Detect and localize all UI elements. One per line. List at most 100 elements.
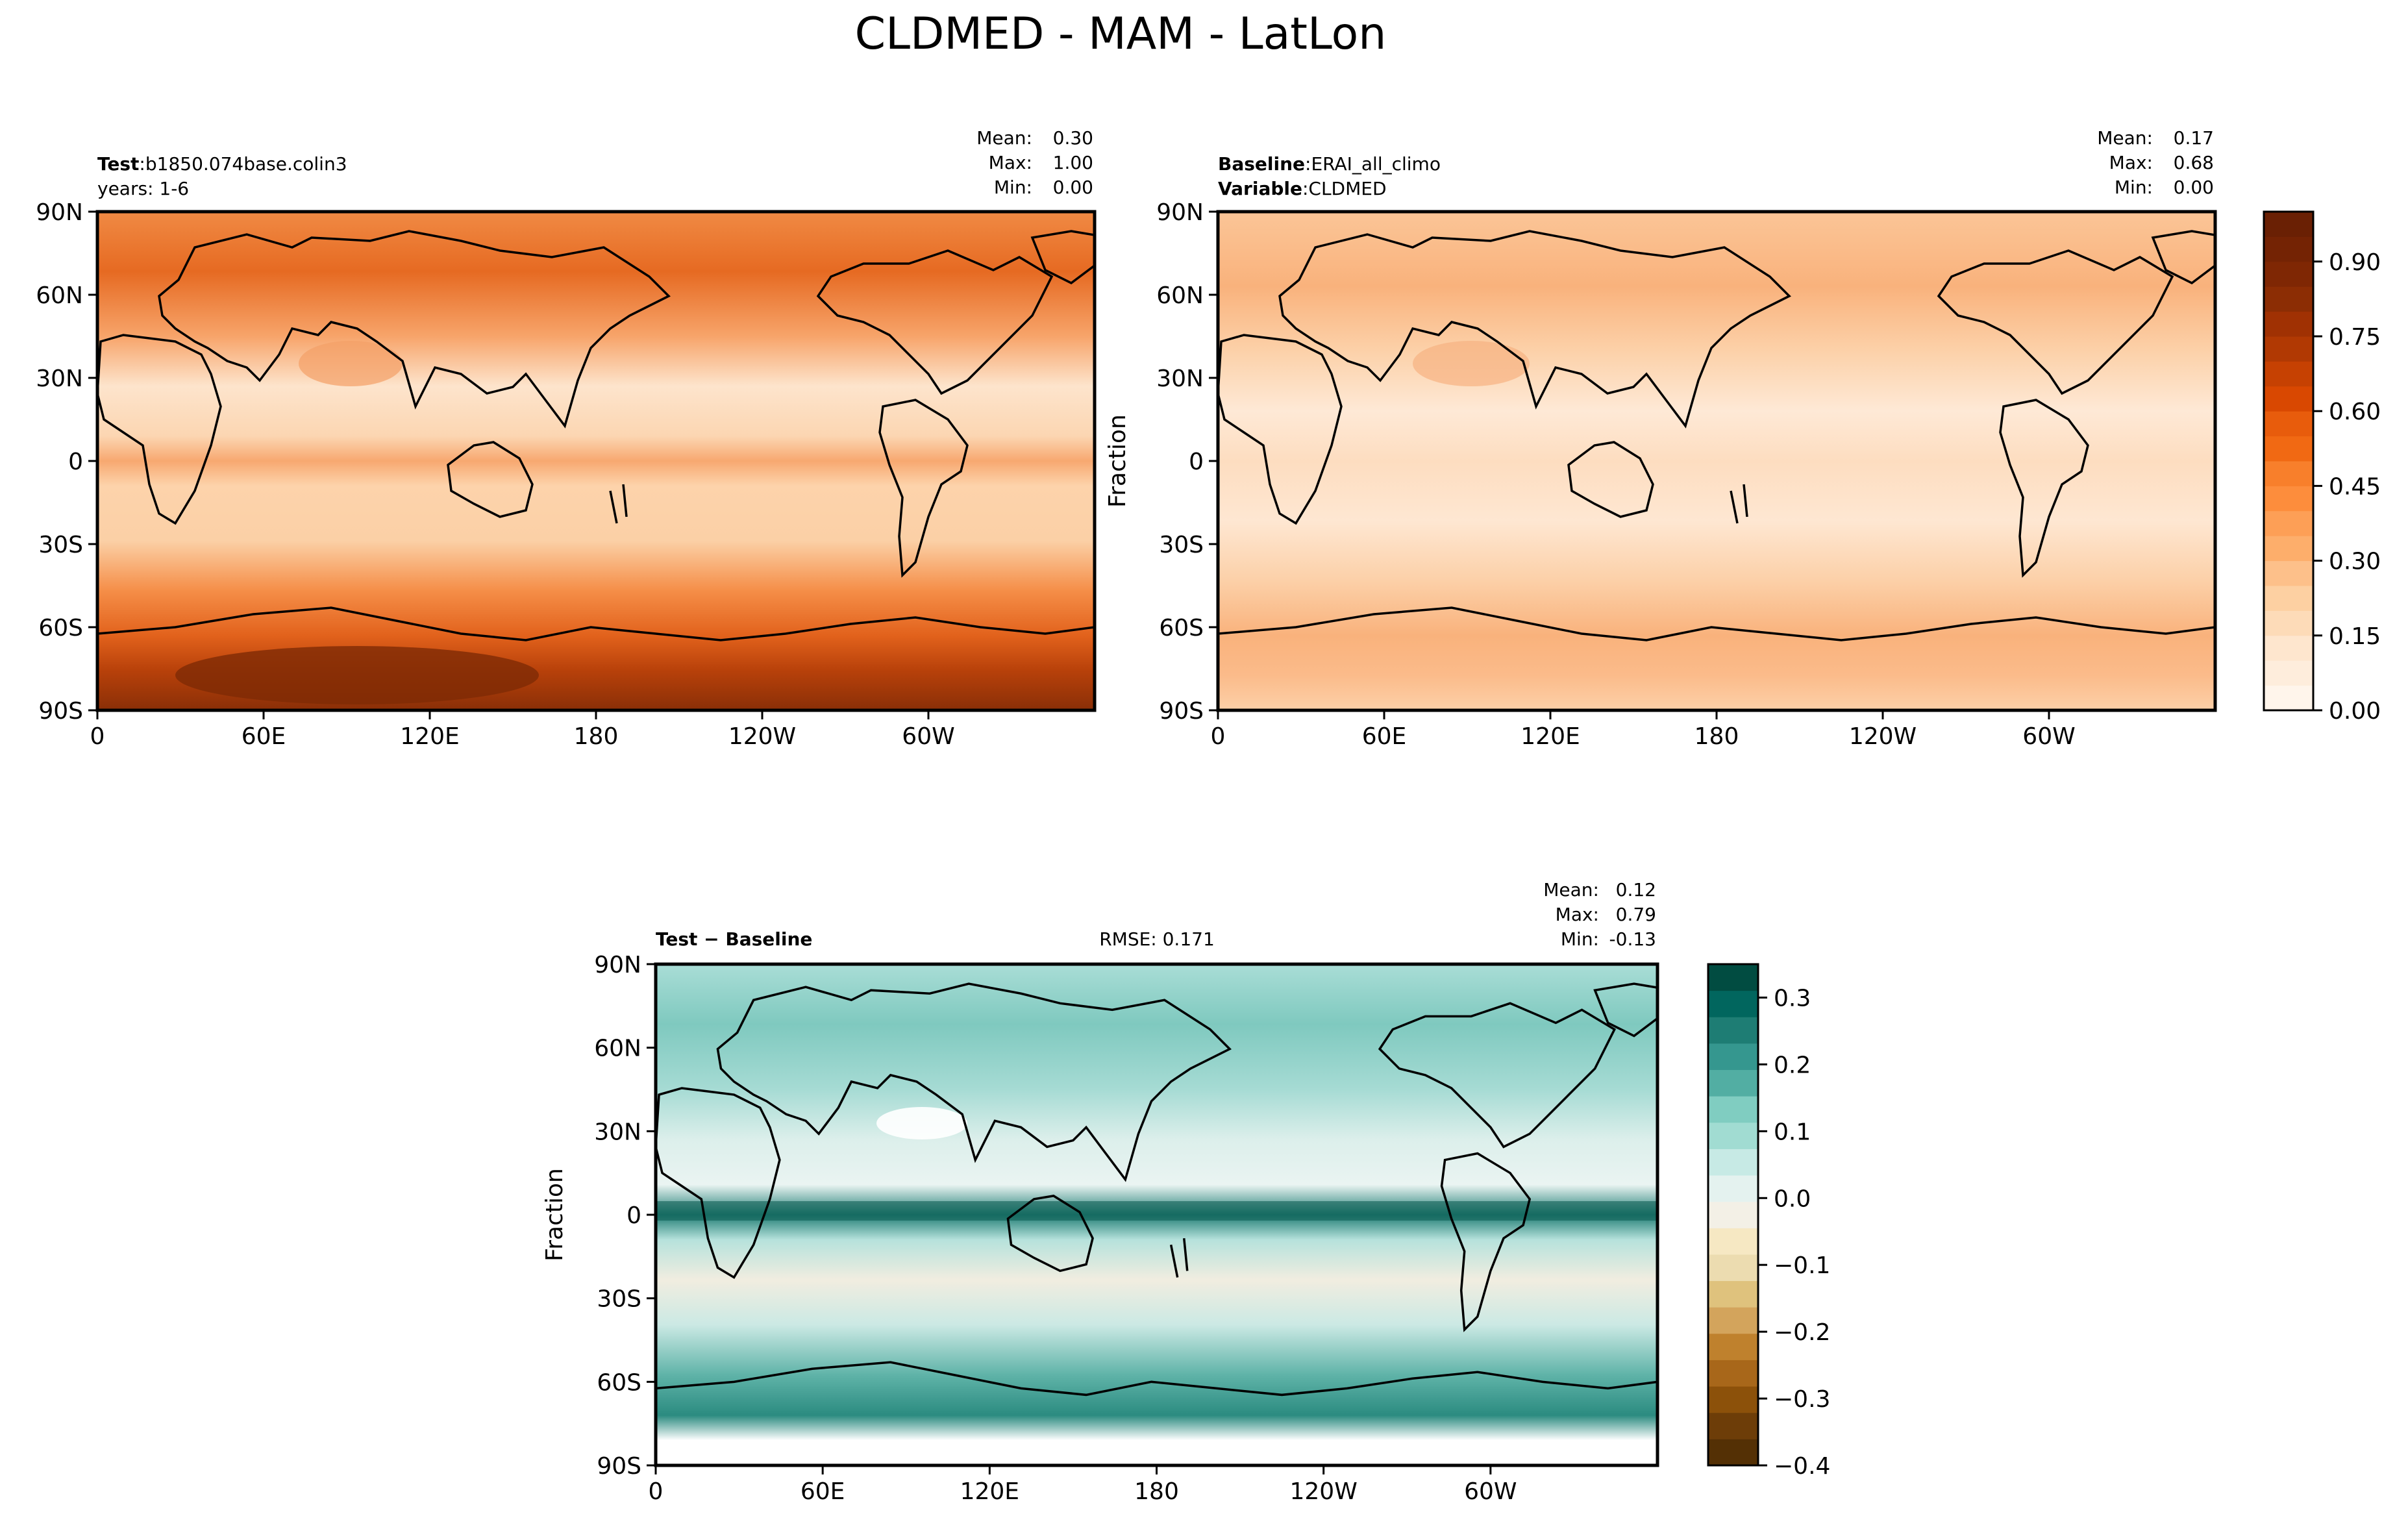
- baseline-label-value: ERAI_all_climo: [1311, 153, 1441, 175]
- colorbar-bottom-tick-label: −0.3: [1774, 1386, 1830, 1413]
- test-lat-axis-tick-label: 90S: [38, 698, 83, 725]
- baseline-lon-axis-tick-label: 60E: [1362, 723, 1407, 750]
- baseline-max-label: Max:: [2109, 152, 2153, 173]
- baseline-lon-axis-tick-label: 180: [1694, 723, 1739, 750]
- diff-lat-axis-tick-label: 60S: [597, 1369, 641, 1396]
- diff-lat-axis-tick-label: 0: [627, 1202, 641, 1229]
- colorbar-top-step: [2264, 586, 2313, 611]
- test-lon-axis: 0 60E 120E 180 120W 60W: [90, 710, 955, 750]
- baseline-lon-axis-tick-label: 60W: [2022, 723, 2075, 750]
- baseline-max-value: 0.68: [2174, 152, 2214, 173]
- baseline-lat-axis-tick-label: 30S: [1159, 532, 1204, 558]
- colorbar-top-step: [2264, 560, 2313, 586]
- colorbar-bottom-tick-label: −0.1: [1774, 1252, 1830, 1279]
- colorbar-top-step: [2264, 311, 2313, 337]
- colorbar-bottom-tick-label: 0.0: [1774, 1186, 1811, 1212]
- colorbar-bottom-step: [1708, 1201, 1758, 1228]
- diff-max-value: 0.79: [1616, 904, 1656, 925]
- test-tibet-patch: [299, 341, 403, 386]
- baseline-lon-axis-tick-label: 0: [1211, 723, 1226, 750]
- baseline-variable-sep: :: [1302, 178, 1308, 199]
- test-lat-axis-tick-label: 90N: [36, 199, 83, 226]
- colorbar-bottom-step: [1708, 1439, 1758, 1466]
- colorbar-top: 0.00 0.15 0.30 0.45 0.60 0.75 0.90: [2263, 210, 2381, 725]
- colorbar-bottom-step: [1708, 1017, 1758, 1044]
- test-lon-axis-tick-label: 60E: [242, 723, 286, 750]
- colorbar-top-step: [2264, 336, 2313, 362]
- colorbar-bottom-tick-label: −0.2: [1774, 1319, 1830, 1346]
- colorbar-top-tick-label: 0.60: [2329, 399, 2381, 425]
- baseline-lat-axis-tick-label: 30N: [1156, 366, 1204, 392]
- diff-min-label: Min:: [1561, 928, 1599, 950]
- colorbar-top-ticks: 0.00 0.15 0.30 0.45 0.60 0.75 0.90: [2313, 249, 2381, 725]
- test-label-value: b1850.074base.colin3: [145, 153, 347, 175]
- baseline-variable: Variable:CLDMED: [1218, 178, 1387, 199]
- baseline-lat-axis: 90N 60N 30N 0 30S 60S 90S: [1156, 199, 1218, 725]
- colorbar-bottom-step: [1708, 1069, 1758, 1097]
- diff-lon-axis-tick-label: 0: [649, 1478, 664, 1505]
- colorbar-bottom-step: [1708, 1122, 1758, 1149]
- baseline-variable-bold: Variable: [1218, 178, 1302, 199]
- panel-test: Test:b1850.074base.colin3 years: 1-6 Mea…: [36, 127, 1097, 750]
- baseline-lat-axis-tick-label: 60N: [1156, 282, 1204, 309]
- diff-lon-axis-tick-label: 120E: [960, 1478, 1019, 1505]
- colorbar-bottom-step: [1708, 1149, 1758, 1176]
- test-field: [97, 212, 1095, 710]
- baseline-lat-axis-tick-label: 90N: [1156, 199, 1204, 226]
- diff-mean-label: Mean:: [1543, 879, 1599, 901]
- baseline-field: [1218, 212, 2215, 710]
- test-min-label: Min:: [994, 177, 1032, 198]
- colorbar-top-tick-label: 0.45: [2329, 473, 2381, 500]
- diff-lat-axis-tick-label: 90N: [594, 952, 641, 978]
- colorbar-bottom-tick-label: 0.1: [1774, 1119, 1811, 1145]
- baseline-map: [1218, 212, 2215, 710]
- colorbar-top-step: [2264, 536, 2313, 562]
- colorbar-bottom-step: [1708, 1360, 1758, 1387]
- colorbar-bottom-tick-label: 0.2: [1774, 1052, 1811, 1078]
- colorbar-bottom-step: [1708, 1228, 1758, 1255]
- diff-lon-axis: 0 60E 120E 180 120W 60W: [649, 1465, 1517, 1505]
- colorbar-top-step: [2264, 212, 2313, 237]
- baseline-ylabel: Fraction: [1104, 414, 1131, 508]
- colorbar-bottom-step: [1708, 1043, 1758, 1071]
- colorbar-bottom-frame: [1707, 963, 1759, 1467]
- baseline-lon-axis-tick-label: 120W: [1849, 723, 1917, 750]
- colorbar-top-step: [2264, 461, 2313, 486]
- diff-tibet-patch: [876, 1107, 967, 1139]
- test-min-value: 0.00: [1053, 177, 1093, 198]
- test-antarctic-max: [175, 646, 539, 704]
- baseline-mean-value: 0.17: [2174, 127, 2214, 149]
- baseline-lat-axis-tick-label: 0: [1189, 449, 1204, 475]
- colorbar-bottom-tick-label: −0.4: [1774, 1453, 1830, 1480]
- diff-itcz-band: [656, 1201, 1657, 1221]
- colorbar-bottom-ticks: −0.4 −0.3 −0.2 −0.1 0.0 0.1 0.2 0.3: [1758, 985, 1830, 1480]
- test-lon-axis-tick-label: 180: [574, 723, 619, 750]
- colorbar-bottom-step: [1708, 990, 1758, 1017]
- colorbar-bottom-step: [1708, 964, 1758, 991]
- colorbar-top-tick-label: 0.15: [2329, 623, 2381, 650]
- baseline-min-value: 0.00: [2174, 177, 2214, 198]
- panel-diff: Test − Baseline RMSE: 0.171 Mean: 0.12 M…: [541, 879, 1659, 1505]
- test-mean-value: 0.30: [1053, 127, 1093, 149]
- test-lat-axis-tick-label: 0: [68, 449, 83, 475]
- test-lon-axis-tick-label: 60W: [902, 723, 954, 750]
- colorbar-top-step: [2264, 510, 2313, 536]
- test-lon-axis-tick-label: 120E: [400, 723, 459, 750]
- colorbar-bottom-step: [1708, 1175, 1758, 1202]
- colorbar-top-step: [2264, 685, 2313, 711]
- colorbar-bottom-step: [1708, 1254, 1758, 1282]
- diff-rmse: RMSE: 0.171: [1099, 928, 1215, 950]
- test-max-label: Max:: [989, 152, 1032, 173]
- baseline-tibet-patch: [1413, 341, 1530, 386]
- baseline-variable-value: CLDMED: [1308, 178, 1386, 199]
- test-lat-axis-tick-label: 60S: [38, 615, 83, 641]
- diff-lon-axis-tick-label: 180: [1134, 1478, 1179, 1505]
- test-max-value: 1.00: [1053, 152, 1093, 173]
- colorbar-top-step: [2264, 660, 2313, 686]
- test-mean-label: Mean:: [976, 127, 1032, 149]
- colorbar-bottom-step: [1708, 1307, 1758, 1334]
- figure-title: CLDMED - MAM - LatLon: [855, 8, 1387, 60]
- diff-min-value: -0.13: [1609, 928, 1656, 950]
- diff-mean-value: 0.12: [1616, 879, 1656, 901]
- baseline-label: Baseline:ERAI_all_climo: [1218, 153, 1441, 175]
